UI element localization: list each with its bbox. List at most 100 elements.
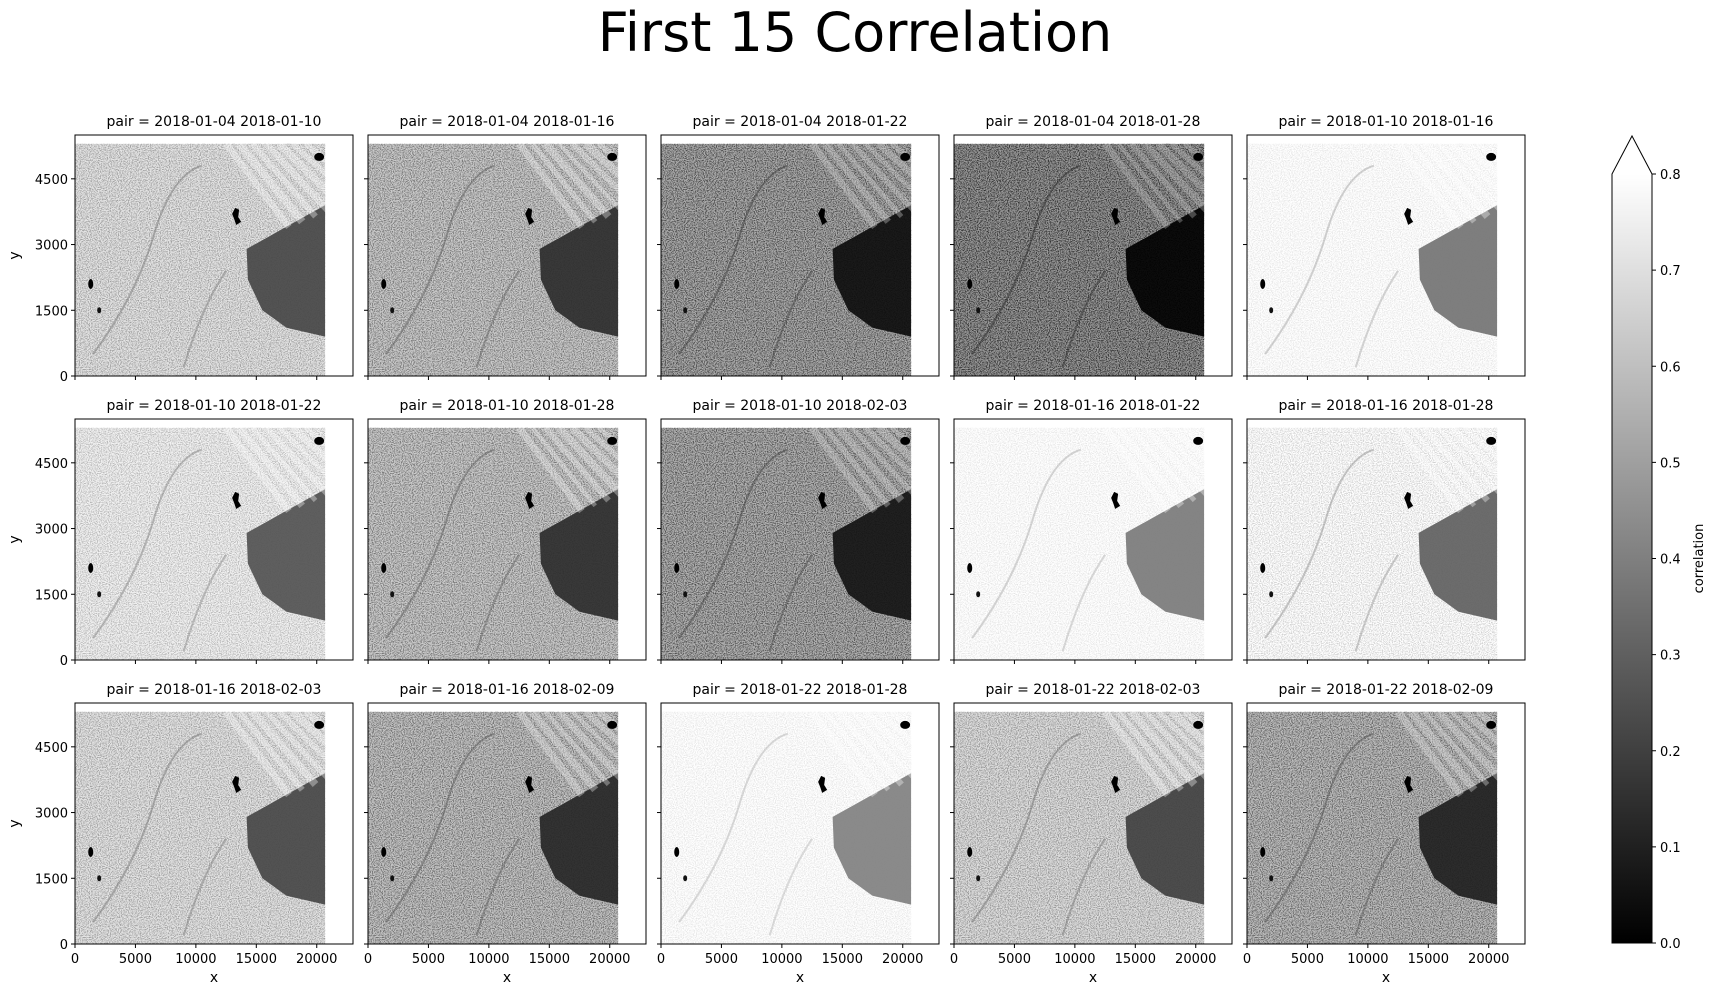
bright-streak (822, 143, 891, 224)
water-body (900, 152, 911, 161)
water-body (525, 491, 535, 509)
water-body (1111, 491, 1121, 509)
x-tick-label: 10000 (1054, 952, 1095, 967)
bright-streak (863, 143, 912, 193)
x-axis-label: x (210, 970, 218, 986)
dark-lineament (385, 448, 496, 639)
panel-title: pair = 2018-01-22 2018-02-09 (1279, 682, 1494, 698)
axes-frame (367, 418, 647, 661)
bright-streak (1462, 711, 1498, 746)
bright-streak (1155, 143, 1205, 195)
y-tick-label: 4500 (35, 741, 68, 756)
x-axis-label: x (503, 970, 511, 986)
bright-streak (263, 711, 326, 780)
water-body (314, 152, 325, 161)
bright-streak (276, 143, 326, 195)
panel-3: pair = 2018-01-04 2018-01-22 (657, 114, 940, 380)
water-body (674, 846, 680, 857)
bright-streak (250, 427, 318, 503)
low-correlation-region (1125, 489, 1205, 621)
bright-streak (263, 143, 326, 213)
water-body (1486, 720, 1497, 729)
correlation-image (954, 143, 1205, 376)
y-tick-label: 4500 (35, 457, 68, 472)
bright-streak (1475, 427, 1498, 449)
water-body (976, 591, 981, 598)
y-axis-label: y (7, 819, 23, 827)
bright-streak (570, 143, 619, 194)
axes-frame (953, 418, 1233, 661)
low-correlation-region (1418, 205, 1498, 337)
correlation-image (954, 427, 1205, 660)
axes-frame (1246, 418, 1526, 661)
bright-streak (1422, 427, 1490, 503)
bright-streak (516, 427, 585, 514)
bright-streak (1475, 711, 1498, 732)
correlation-image (1247, 143, 1498, 376)
correlation-image (661, 711, 912, 944)
low-correlation-region (539, 773, 619, 905)
colorbar-tick-label: 0.6 (1660, 360, 1681, 375)
correlation-image (661, 143, 912, 376)
x-tick-label: 5000 (1291, 952, 1324, 967)
colorbar-tick-label: 0.1 (1660, 841, 1681, 856)
correlation-image (368, 711, 619, 944)
water-body (976, 875, 981, 882)
x-tick-label: 15000 (1115, 952, 1156, 967)
panel-2: pair = 2018-01-04 2018-01-16 (364, 114, 647, 380)
panel-title: pair = 2018-01-22 2018-01-28 (693, 682, 908, 698)
bright-streak (809, 711, 878, 798)
bright-streak (516, 143, 585, 229)
x-tick-label: 5000 (998, 952, 1031, 967)
bright-streak (1102, 427, 1171, 514)
bright-streak (556, 711, 619, 781)
correlation-image (368, 427, 619, 660)
dark-lineament (475, 270, 520, 368)
dark-lineament (92, 448, 203, 639)
water-body (674, 562, 680, 573)
bright-streak (290, 143, 326, 177)
water-body (1404, 207, 1414, 225)
correlation-image (954, 711, 1205, 944)
x-tick-label: 0 (1243, 952, 1251, 967)
correlation-image (75, 711, 326, 944)
low-correlation-region (246, 205, 326, 337)
water-body (232, 207, 242, 225)
x-tick-label: 10000 (761, 952, 802, 967)
dark-lineament (971, 164, 1082, 355)
dark-lineament (971, 732, 1082, 923)
water-body (683, 591, 688, 598)
x-tick-label: 0 (364, 952, 372, 967)
low-correlation-region (539, 205, 619, 337)
bright-streak (596, 711, 619, 733)
bright-streak (876, 143, 912, 178)
water-body (967, 846, 973, 857)
water-body (390, 307, 395, 314)
axes-frame (74, 134, 354, 377)
water-body (381, 278, 387, 289)
bright-streak (543, 711, 611, 787)
colorbar-tick-label: 0.7 (1660, 264, 1681, 279)
bright-streak (809, 143, 878, 230)
bright-streak (1102, 143, 1171, 230)
dark-lineament (475, 554, 520, 652)
x-tick-label: 10000 (175, 952, 216, 967)
bright-streak (223, 711, 292, 798)
bright-streak (583, 427, 619, 461)
dark-lineament (1061, 838, 1106, 936)
y-tick-label: 3000 (35, 807, 68, 822)
bright-streak (542, 143, 612, 219)
water-body (1404, 491, 1414, 509)
water-body (674, 278, 680, 289)
bright-streak (1129, 143, 1197, 219)
panel-title: pair = 2018-01-04 2018-01-10 (107, 114, 322, 130)
correlation-image (1247, 711, 1498, 944)
bright-streak (836, 711, 904, 787)
water-body (232, 491, 242, 509)
panel-7: pair = 2018-01-10 2018-01-28 (364, 398, 647, 664)
axes-frame (660, 702, 940, 945)
water-body (1260, 846, 1266, 857)
x-tick-label: 15000 (822, 952, 863, 967)
bright-streak (1462, 427, 1498, 461)
bright-streak (1408, 711, 1478, 793)
